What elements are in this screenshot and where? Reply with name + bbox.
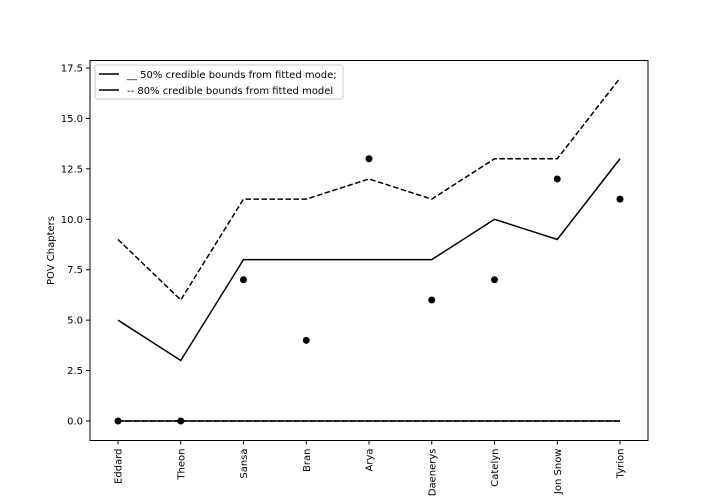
y-axis: 0.0 2.5 5.0 7.5 10.0 12.5 15.0 17.5 (61, 64, 90, 428)
legend-entry-1: __ 50% credible bounds from fitted mode; (126, 70, 337, 81)
x-tick-label: Eddard (114, 449, 125, 484)
x-axis: Eddard Theon Sansa Bran Arya Daenerys Catelyn J… (114, 440, 627, 497)
data-point-tyrion (616, 195, 624, 203)
x-tick-label: Daenerys (427, 449, 438, 497)
legend-entry-2: -- 80% credible bounds from fitted model (127, 86, 333, 97)
data-point-jon-snow (553, 175, 561, 183)
x-tick-label: Jon Snow (553, 449, 564, 496)
points-layer (114, 155, 624, 425)
data-point-eddard (114, 417, 122, 425)
y-tick-label: 17.5 (61, 64, 83, 75)
x-tick-label: Sansa (239, 449, 250, 479)
x-tick-label: Bran (302, 449, 313, 472)
data-point-catelyn (491, 276, 498, 284)
series-line-2 (117, 77, 621, 302)
y-tick-label: 10.0 (61, 215, 83, 226)
y-axis-label: POV Chapters (46, 216, 57, 285)
series-line-1 (117, 158, 621, 362)
x-tick-label: Tyrion (616, 449, 627, 480)
data-point-daenerys (428, 296, 436, 304)
y-tick-label: 2.5 (67, 366, 83, 377)
y-tick-label: 12.5 (61, 164, 83, 175)
y-tick-label: 5.0 (67, 316, 83, 327)
legend: __ 50% credible bounds from fitted mode;… (94, 64, 344, 100)
x-tick-label: Catelyn (490, 449, 501, 487)
lines-layer (117, 77, 621, 422)
data-point-sansa (240, 276, 247, 284)
plot-area (90, 60, 648, 441)
data-point-theon (177, 417, 185, 425)
y-tick-label: 7.5 (67, 265, 83, 276)
y-tick-label: 15.0 (61, 114, 83, 125)
data-point-bran (302, 336, 310, 344)
legend-box (94, 64, 344, 100)
y-tick-label: 0.0 (67, 417, 83, 428)
x-tick-label: Arya (365, 449, 376, 472)
x-tick-label: Theon (176, 449, 187, 481)
data-point-arya (365, 155, 373, 163)
